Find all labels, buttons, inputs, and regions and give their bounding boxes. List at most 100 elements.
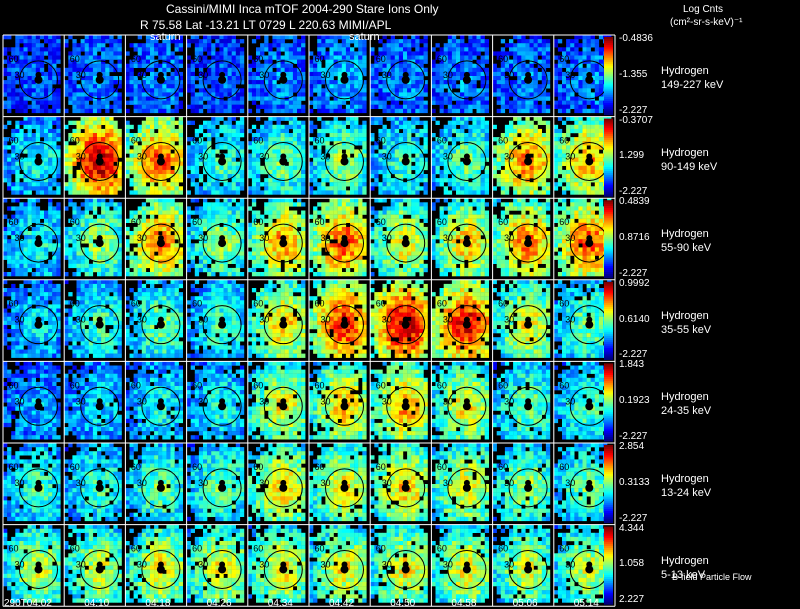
saturn-marker <box>156 75 165 84</box>
colorbar-segment <box>604 332 613 335</box>
saturn-marker <box>35 479 42 486</box>
saturn-marker <box>586 153 593 160</box>
colorbar-min: -2.227 <box>619 349 648 361</box>
saturn-marker <box>402 479 409 486</box>
colorbar-segment <box>604 229 613 232</box>
ring-label-60: 60 <box>498 217 508 227</box>
ring-label-30: 30 <box>320 559 330 569</box>
colorbar-segment <box>604 293 613 296</box>
field-line-ring <box>508 223 548 263</box>
saturn-marker <box>340 75 349 84</box>
saturn-marker <box>95 239 104 248</box>
image-panel: 30 60 <box>553 524 612 603</box>
image-panel: 30 60 <box>186 35 245 114</box>
colorbar-segment <box>604 192 613 195</box>
field-line-ring <box>263 60 303 100</box>
ring-label-30: 30 <box>504 559 514 569</box>
saturn-marker <box>462 402 471 411</box>
saturn-marker <box>95 320 104 329</box>
ring-label-30: 30 <box>443 233 453 243</box>
image-panel: 30 60 <box>370 361 428 440</box>
colorbar-mid: -1.355 <box>619 68 648 80</box>
ring-label-60: 60 <box>498 54 508 64</box>
saturn-marker <box>462 75 471 84</box>
saturn-marker <box>340 157 349 166</box>
saturn-marker <box>279 402 288 411</box>
colorbar-segment <box>604 145 613 149</box>
ring-label-30: 30 <box>137 70 147 80</box>
ring-label-30: 30 <box>137 559 147 569</box>
image-panel: 30 60 <box>370 116 428 195</box>
saturn-marker <box>157 561 164 568</box>
ring-label-30: 30 <box>504 151 514 161</box>
ring-label-60: 60 <box>70 380 80 390</box>
colorbar-segment <box>604 386 613 390</box>
ring-label-60: 60 <box>559 543 569 553</box>
saturn-marker <box>524 75 533 84</box>
saturn-marker <box>279 483 288 492</box>
image-panel: 30 60 <box>125 116 183 195</box>
saturn-marker <box>219 398 226 405</box>
colorbar-segment <box>604 557 613 560</box>
field-line-ring <box>141 141 181 181</box>
ring-label-30: 30 <box>14 70 24 80</box>
saturn-marker <box>280 398 287 405</box>
image-panel: 30 60 <box>64 443 122 522</box>
saturn-marker <box>525 235 532 242</box>
colorbar-segment <box>604 536 613 539</box>
saturn-marker <box>96 479 103 486</box>
saturn-marker <box>402 153 409 160</box>
ring-label-30: 30 <box>137 315 147 325</box>
field-line-ring <box>202 468 242 508</box>
ring-label-60: 60 <box>192 380 202 390</box>
saturn-marker <box>280 71 287 78</box>
colorbar-segment <box>604 493 613 496</box>
colorbar-segment <box>604 128 613 131</box>
ring-label-60: 60 <box>192 462 202 472</box>
colorbar-segment <box>604 365 613 368</box>
colorbar-segment <box>604 340 613 343</box>
colorbar-segment <box>604 130 613 133</box>
colorbar-segment <box>604 575 613 578</box>
field-line-ring <box>386 549 426 589</box>
colorbar-segment <box>604 590 613 593</box>
ring-label-30: 30 <box>320 315 330 325</box>
ring-label-60: 60 <box>70 135 80 145</box>
colorbar-segment <box>604 310 613 314</box>
image-panel: 30 60 <box>125 524 183 603</box>
colorbar-segment <box>604 507 613 510</box>
ring-label-60: 60 <box>131 299 141 309</box>
colorbar-segment <box>604 497 613 500</box>
colorbar-segment <box>604 415 613 419</box>
colorbar-segment <box>604 264 613 267</box>
ring-label-30: 30 <box>259 478 269 488</box>
saturn-marker <box>279 75 288 84</box>
colorbar-segment <box>604 237 613 240</box>
saturn-marker <box>586 71 593 78</box>
image-panel: 30 60 <box>247 198 306 277</box>
saturn-marker <box>524 239 533 248</box>
energy-range-label: 90-149 keV <box>661 160 718 173</box>
colorbar-segment <box>604 429 613 432</box>
saturn-marker <box>35 398 42 405</box>
colorbar-segment <box>604 285 613 289</box>
colorbar-segment <box>604 586 613 590</box>
energy-range-label: 149-227 keV <box>661 79 724 91</box>
field-line-ring <box>386 60 426 100</box>
colorbar-segment <box>604 588 613 592</box>
ring-label-30: 30 <box>76 70 86 80</box>
field-line-ring <box>80 468 120 508</box>
colorbar-segment <box>604 425 613 428</box>
saturn-marker <box>524 565 533 574</box>
ring-label-30: 30 <box>198 151 208 161</box>
colorbar-segment <box>604 417 613 421</box>
colorbar-segment <box>604 489 613 492</box>
image-panel: 30 60 <box>492 198 551 277</box>
colorbar-segment <box>604 268 613 271</box>
field-line-ring <box>447 223 487 263</box>
image-panel: 30 60 <box>309 524 367 603</box>
field-line-ring <box>202 141 242 181</box>
colorbar-segment <box>604 600 613 603</box>
saturn-marker <box>218 157 227 166</box>
image-panel: 30 60 <box>553 361 612 440</box>
